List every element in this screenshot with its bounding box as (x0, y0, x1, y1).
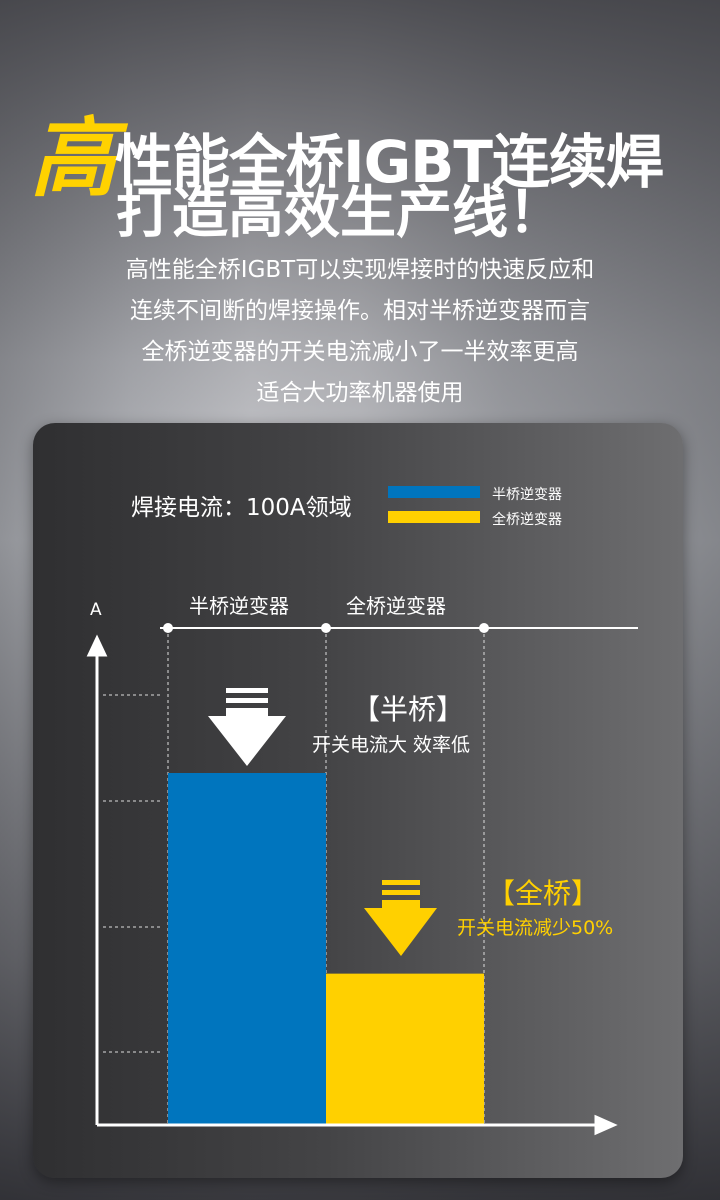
description-line: 高性能全桥IGBT可以实现焊接时的快速反应和 (125, 257, 595, 283)
down-arrow-white-icon (208, 688, 286, 766)
x-axis-arrow (594, 1114, 618, 1136)
category-dot (163, 623, 173, 633)
chart-title: 焊接电流：100A领域 (131, 495, 352, 521)
category-dot (321, 623, 331, 633)
bar-full-bridge (326, 973, 484, 1125)
y-axis-arrow (86, 634, 108, 657)
headline-line1: 高性能全桥IGBT连续焊 (30, 88, 720, 213)
description: 高性能全桥IGBT可以实现焊接时的快速反应和 连续不间断的焊接操作。相对半桥逆变… (0, 250, 720, 414)
headline-highlight: 高 (30, 109, 116, 209)
description-line: 连续不间断的焊接操作。相对半桥逆变器而言 (130, 298, 590, 324)
bar-half-bridge (168, 773, 326, 1125)
annotation-full-text: 开关电流减少50% (457, 917, 614, 939)
headline-rest: 性能全桥IGBT连续焊 (115, 128, 664, 196)
legend-swatch-half-bridge (388, 486, 480, 498)
headline-line2: 打造高效生产线！ (116, 181, 564, 246)
down-arrow-yellow-icon (364, 880, 437, 956)
annotation-half-text: 开关电流大 效率低 (312, 734, 471, 756)
legend-label-half-bridge: 半桥逆变器 (492, 487, 562, 503)
legend-swatch-full-bridge (388, 511, 480, 523)
category-label-full: 全桥逆变器 (346, 594, 446, 618)
category-label-half: 半桥逆变器 (189, 594, 289, 618)
description-line: 适合大功率机器使用 (256, 380, 464, 406)
legend-label-full-bridge: 全桥逆变器 (492, 512, 562, 528)
description-line: 全桥逆变器的开关电流减小了一半效率更高 (141, 339, 579, 365)
category-dot (479, 623, 489, 633)
annotation-half-title: 【半桥】 (352, 693, 465, 726)
y-axis-label: A (90, 600, 102, 620)
annotation-full-title: 【全桥】 (487, 877, 600, 910)
